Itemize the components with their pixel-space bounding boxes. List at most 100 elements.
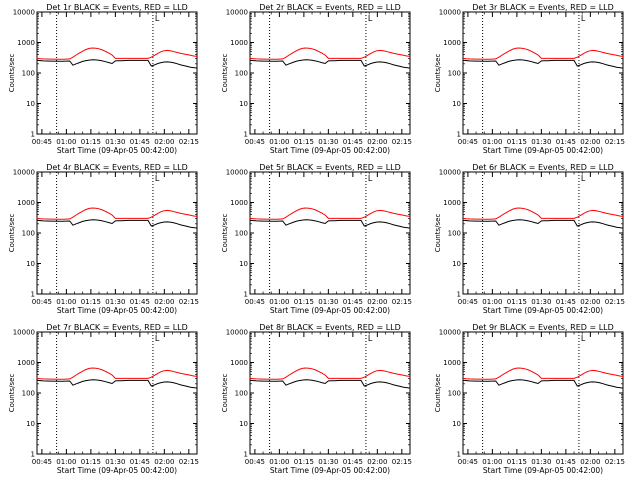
x-tick-label: 01:30: [531, 298, 551, 306]
y-tick-label: 1000: [230, 39, 248, 47]
plot-title: Det 3r BLACK = Events, RED = LLD: [472, 3, 614, 12]
x-tick-label: 01:30: [105, 458, 125, 466]
y-tick-label: 10: [452, 100, 461, 108]
detector-plot-2: Det 2r BLACK = Events, RED = LLD 1 10 100 10…: [221, 3, 412, 155]
events-series-line: [36, 379, 198, 389]
lld-series-line: [462, 207, 624, 220]
x-tick-label: 02:00: [154, 298, 174, 306]
y-tick-label: 1: [457, 451, 461, 459]
y-tick-label: 1: [457, 291, 461, 299]
events-series-line: [249, 379, 411, 389]
y-tick-label: 10: [239, 260, 248, 268]
detector-plot-8: Det 8r BLACK = Events, RED = LLD 1 10 100 10…: [221, 323, 412, 475]
plot-title: Det 4r BLACK = Events, RED = LLD: [46, 163, 188, 172]
x-tick-label: 01:30: [318, 458, 338, 466]
plot-frame: [36, 11, 198, 135]
x-tick-label: 01:30: [318, 138, 338, 146]
plot-frame: [249, 331, 411, 455]
y-tick-label: 1: [244, 131, 248, 139]
y-tick-label: 10000: [226, 329, 248, 337]
x-tick-label: 01:45: [556, 458, 576, 466]
plot-title: Det 1r BLACK = Events, RED = LLD: [46, 3, 188, 12]
l-marker-label: L: [155, 174, 160, 183]
x-tick-label: 01:45: [130, 138, 150, 146]
y-tick-label: 10: [26, 260, 35, 268]
plot-frame: [462, 11, 624, 135]
plot-title: Det 5r BLACK = Events, RED = LLD: [259, 163, 401, 172]
y-tick-label: 100: [448, 70, 461, 78]
x-tick-label: 01:15: [507, 298, 527, 306]
x-tick-label: 01:00: [56, 298, 76, 306]
detector-plot-7: Det 7r BLACK = Events, RED = LLD 1 10 100 10…: [8, 323, 199, 475]
y-tick-label: 1: [244, 451, 248, 459]
detector-plot-6: Det 6r BLACK = Events, RED = LLD 1 10 100 10…: [434, 163, 625, 315]
x-tick-label: 01:15: [81, 458, 101, 466]
plot-title: Det 6r BLACK = Events, RED = LLD: [472, 163, 614, 172]
x-tick-label: 01:15: [294, 138, 314, 146]
x-tick-label: 01:45: [343, 458, 363, 466]
x-axis-label: Start Time (09-Apr-05 00:42:00): [270, 466, 390, 475]
plot-title: Det 7r BLACK = Events, RED = LLD: [46, 323, 188, 332]
y-tick-label: 1: [457, 131, 461, 139]
plot-title: Det 8r BLACK = Events, RED = LLD: [259, 323, 401, 332]
x-tick-label: 02:15: [179, 298, 199, 306]
x-tick-label: 00:45: [245, 458, 265, 466]
y-tick-label: 1: [31, 291, 35, 299]
l-marker-label: L: [368, 14, 373, 23]
y-tick-label: 10000: [13, 9, 35, 17]
y-tick-label: 100: [235, 70, 248, 78]
lld-series-line: [249, 367, 411, 380]
y-tick-label: 10000: [439, 9, 461, 17]
l-marker-label: L: [155, 334, 160, 343]
x-tick-label: 00:45: [458, 458, 478, 466]
x-tick-label: 02:00: [154, 138, 174, 146]
x-tick-label: 00:45: [458, 138, 478, 146]
x-tick-label: 01:00: [269, 138, 289, 146]
x-tick-label: 00:45: [32, 458, 52, 466]
y-tick-label: 10: [452, 420, 461, 428]
x-tick-label: 02:00: [580, 458, 600, 466]
detector-plot-4: Det 4r BLACK = Events, RED = LLD 1 10 100 10…: [8, 163, 199, 315]
x-tick-label: 01:45: [343, 138, 363, 146]
y-axis-label: Counts/sec: [8, 214, 16, 253]
lld-series-line: [36, 367, 198, 380]
y-tick-label: 1000: [230, 359, 248, 367]
lld-series-line: [249, 47, 411, 60]
plot-title: Det 9r BLACK = Events, RED = LLD: [472, 323, 614, 332]
y-tick-label: 1: [31, 451, 35, 459]
plot-frame: [462, 171, 624, 295]
y-tick-label: 1000: [230, 199, 248, 207]
x-tick-label: 02:15: [392, 298, 412, 306]
x-tick-label: 01:45: [130, 298, 150, 306]
y-tick-label: 10: [26, 420, 35, 428]
y-axis-label: Counts/sec: [8, 54, 16, 93]
y-tick-label: 100: [235, 390, 248, 398]
events-series-line: [462, 219, 624, 229]
x-tick-label: 00:45: [245, 138, 265, 146]
x-axis-label: Start Time (09-Apr-05 00:42:00): [57, 306, 177, 315]
l-marker-label: L: [581, 334, 586, 343]
plot-title: Det 2r BLACK = Events, RED = LLD: [259, 3, 401, 12]
x-tick-label: 00:45: [32, 298, 52, 306]
l-marker-label: L: [368, 334, 373, 343]
x-tick-label: 01:00: [482, 138, 502, 146]
x-tick-label: 02:00: [367, 298, 387, 306]
x-tick-label: 00:45: [458, 298, 478, 306]
y-tick-label: 1: [244, 291, 248, 299]
y-tick-label: 100: [22, 70, 35, 78]
x-tick-label: 02:00: [367, 458, 387, 466]
l-marker-label: L: [581, 14, 586, 23]
x-tick-label: 00:45: [32, 138, 52, 146]
y-tick-label: 100: [448, 390, 461, 398]
y-axis-label: Counts/sec: [221, 374, 229, 413]
x-tick-label: 01:45: [130, 458, 150, 466]
y-tick-label: 1000: [17, 199, 35, 207]
plot-frame: [36, 331, 198, 455]
detector-plot-1: Det 1r BLACK = Events, RED = LLD 1 10 100 10…: [8, 3, 199, 155]
x-tick-label: 01:30: [531, 138, 551, 146]
y-tick-label: 10: [26, 100, 35, 108]
x-tick-label: 01:15: [507, 458, 527, 466]
detector-plot-9: Det 9r BLACK = Events, RED = LLD 1 10 100 10…: [434, 323, 625, 475]
